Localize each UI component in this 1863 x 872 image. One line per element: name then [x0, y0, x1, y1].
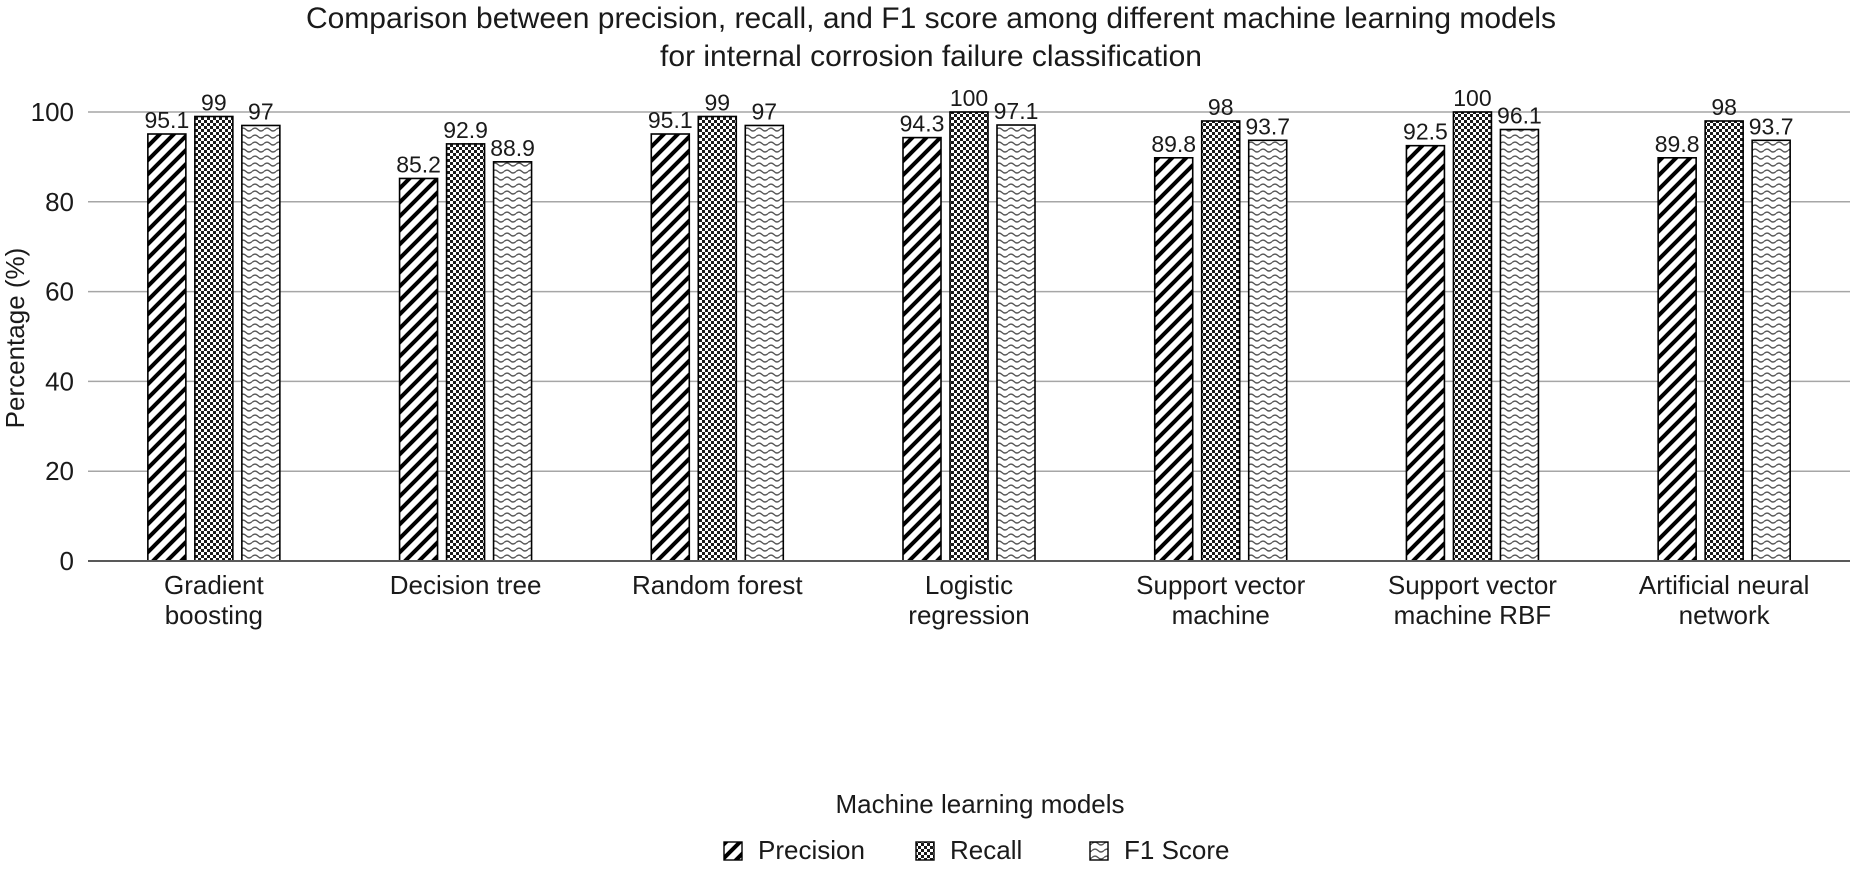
bar-precision: [1153, 156, 1194, 562]
bar-f1-score: [996, 124, 1036, 562]
data-label: 93.7: [1245, 113, 1290, 139]
legend-label: Recall: [950, 835, 1022, 865]
x-tick-label: Decision tree: [390, 570, 542, 600]
data-label: 89.8: [1151, 131, 1196, 157]
x-tick-label: Support vector: [1136, 570, 1305, 600]
data-label: 95.1: [648, 107, 693, 133]
data-label: 99: [704, 89, 730, 115]
data-label: 94.3: [900, 111, 945, 137]
chart-title: Comparison between precision, recall, an…: [306, 2, 1556, 73]
data-label: 85.2: [396, 151, 441, 177]
data-label: 97.1: [994, 98, 1039, 124]
bar-f1-score: [241, 124, 281, 562]
legend-swatch-recall: [915, 841, 935, 861]
data-label: 100: [1453, 85, 1491, 111]
data-label: 88.9: [490, 135, 535, 161]
data-label: 89.8: [1655, 131, 1700, 157]
y-tick-label: 40: [45, 366, 74, 396]
y-tick-label: 80: [45, 187, 74, 217]
data-label: 97: [248, 98, 274, 124]
bars: [147, 111, 1791, 562]
bar-f1-score: [1247, 139, 1288, 562]
bar-precision: [1657, 156, 1697, 562]
x-tick-label: Gradient: [164, 570, 264, 600]
chart-title-line-2: for internal corrosion failure classific…: [660, 40, 1202, 73]
data-label: 93.7: [1749, 113, 1794, 139]
x-tick-label: Random forest: [632, 570, 803, 600]
legend-swatch-precision: [723, 841, 743, 861]
bar-recall: [697, 115, 738, 562]
data-label: 95.1: [144, 107, 189, 133]
x-tick-label: Logistic: [925, 570, 1013, 600]
x-tick-label: Artificial neural: [1639, 570, 1810, 600]
x-tick-label: machine RBF: [1394, 600, 1552, 630]
x-tick-label: network: [1679, 600, 1771, 630]
y-tick-label: 0: [60, 546, 74, 576]
x-tick-label: regression: [908, 600, 1029, 630]
bar-recall: [194, 115, 234, 562]
bar-precision: [147, 133, 187, 562]
data-label: 92.5: [1403, 119, 1448, 145]
legend-swatch-f1-score: [1089, 841, 1109, 861]
bar-f1-score: [1751, 139, 1791, 562]
bar-recall: [1452, 111, 1493, 562]
data-label: 98: [1208, 94, 1234, 120]
x-tick-label: boosting: [165, 600, 263, 630]
bar-precision: [1405, 144, 1446, 562]
data-label: 100: [950, 85, 988, 111]
bar-recall: [445, 143, 486, 562]
x-axis-title: Machine learning models: [835, 789, 1124, 819]
x-tick-label: Support vector: [1388, 570, 1557, 600]
data-label: 92.9: [443, 117, 488, 143]
data-label: 96.1: [1497, 103, 1542, 129]
bar-recall: [949, 111, 989, 562]
data-label: 99: [201, 89, 227, 115]
y-axis-title: Percentage (%): [0, 248, 30, 429]
bar-precision: [902, 136, 942, 562]
bar-recall: [1704, 120, 1744, 562]
y-tick-label: 100: [31, 97, 74, 127]
bar-f1-score: [1499, 128, 1540, 562]
y-tick-label: 20: [45, 456, 74, 486]
legend: Precision Recall F1 Score: [723, 835, 1230, 865]
chart-title-line-1: Comparison between precision, recall, an…: [306, 2, 1556, 35]
legend-label: F1 Score: [1124, 835, 1230, 865]
legend-label: Precision: [758, 835, 865, 865]
y-axis-ticks: 0 20 40 60 80 100: [31, 97, 74, 576]
x-tick-label: machine: [1172, 600, 1270, 630]
bar-f1-score: [744, 124, 785, 562]
bar-recall: [1200, 120, 1241, 562]
y-tick-label: 60: [45, 277, 74, 307]
bar-precision: [650, 133, 691, 562]
data-label: 98: [1711, 94, 1737, 120]
bar-f1-score: [492, 161, 533, 562]
data-label: 97: [751, 98, 777, 124]
bar-precision: [398, 177, 439, 562]
